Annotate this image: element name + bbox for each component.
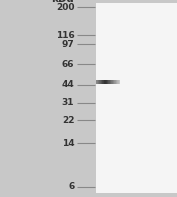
Bar	[106, 80, 107, 84]
Text: 31: 31	[62, 98, 74, 107]
Bar	[96, 3, 177, 193]
Bar	[115, 80, 116, 84]
Bar	[114, 80, 115, 84]
Bar	[112, 80, 113, 84]
Bar	[119, 80, 120, 84]
Bar	[107, 80, 108, 84]
Bar	[103, 80, 104, 84]
Bar	[97, 80, 98, 84]
Text: 14: 14	[62, 139, 74, 148]
Bar	[116, 80, 117, 84]
Bar	[118, 80, 119, 84]
Bar	[96, 80, 97, 84]
Bar	[104, 80, 105, 84]
Bar	[101, 80, 102, 84]
Text: 44: 44	[62, 80, 74, 89]
Text: 6: 6	[68, 182, 74, 191]
Bar	[110, 80, 111, 84]
Bar	[109, 80, 110, 84]
Bar	[111, 80, 112, 84]
Text: kDa: kDa	[52, 0, 74, 4]
Bar	[108, 80, 109, 84]
Text: 66: 66	[62, 59, 74, 69]
Text: 22: 22	[62, 116, 74, 125]
Bar	[113, 80, 114, 84]
Bar	[99, 80, 100, 84]
Bar	[98, 80, 99, 84]
Bar	[102, 80, 103, 84]
Bar	[105, 80, 106, 84]
Text: 97: 97	[62, 40, 74, 49]
Text: 200: 200	[56, 3, 74, 12]
Bar	[100, 80, 101, 84]
Bar	[117, 80, 118, 84]
Text: 116: 116	[56, 31, 74, 40]
